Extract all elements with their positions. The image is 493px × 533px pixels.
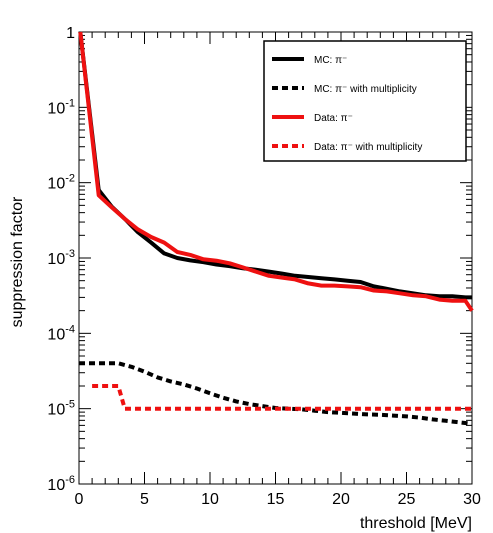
y-tick-label: 10-4 — [47, 323, 75, 343]
legend: MC: π⁻ MC: π⁻ with multiplicity Data: π⁻ Da… — [263, 40, 467, 162]
series-line-3 — [78, 31, 474, 312]
x-axis-label: threshold [MeV] — [360, 515, 472, 532]
y-tick-label: 10-3 — [47, 248, 75, 268]
y-tick-label: 1 — [66, 25, 75, 42]
series-line-4 — [92, 384, 472, 411]
y-axis-label: suppression factor — [9, 196, 26, 327]
y-tick-label: 10-1 — [47, 97, 75, 117]
x-tick-label: 10 — [201, 491, 219, 508]
legend-label-1: MC: π⁻ — [314, 55, 347, 66]
x-tick-label: 30 — [463, 491, 481, 508]
x-tick-label: 20 — [332, 491, 350, 508]
x-tick-label: 15 — [267, 491, 285, 508]
legend-label-4: Data: π⁻ with multiplicity — [314, 142, 422, 153]
x-tick-label: 25 — [398, 491, 416, 508]
y-tick-label: 10-5 — [47, 399, 75, 419]
legend-label-3: Data: π⁻ — [314, 113, 353, 124]
y-tick-label: 10-2 — [47, 173, 75, 193]
y-tick-label: 10-6 — [47, 474, 75, 494]
legend-label-2: MC: π⁻ with multiplicity — [314, 84, 417, 95]
x-tick-label: 0 — [75, 491, 84, 508]
x-tick-label: 5 — [140, 491, 149, 508]
series-line-2 — [79, 361, 473, 426]
